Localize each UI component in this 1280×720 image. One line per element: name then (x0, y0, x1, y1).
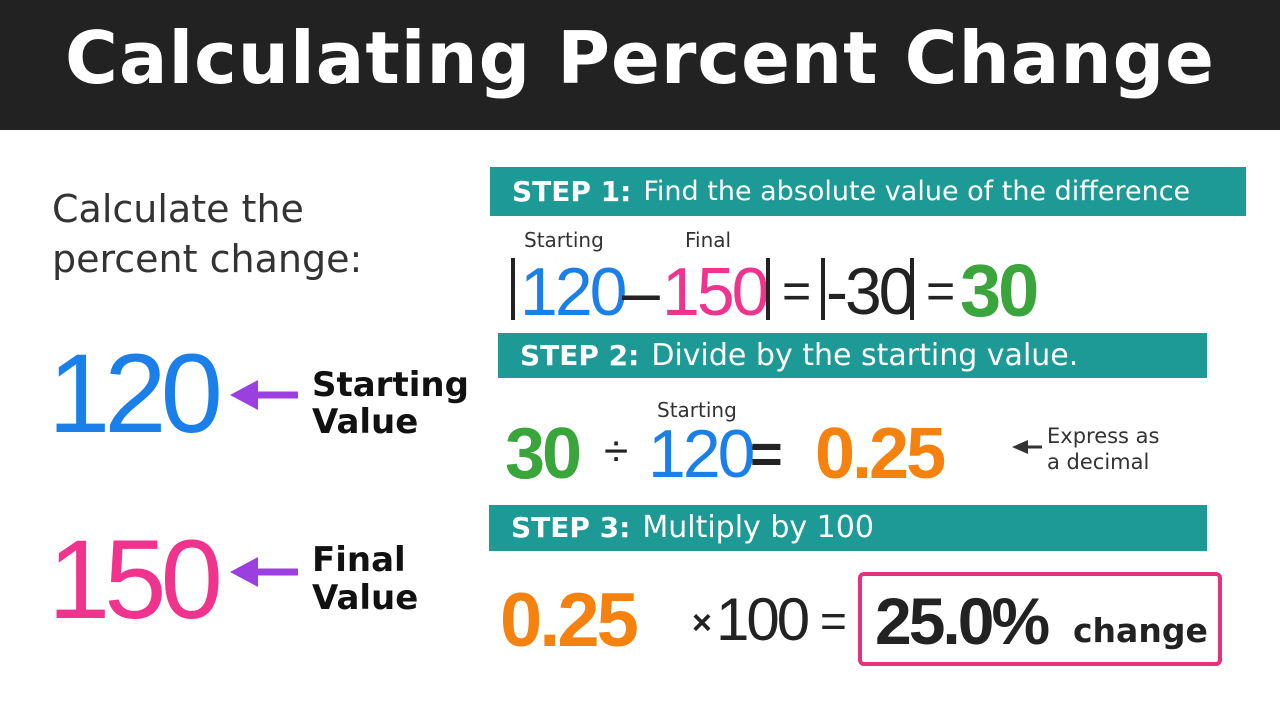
start-number: 120 (48, 331, 223, 456)
operator: – (622, 254, 660, 330)
expr-number: 0.25 (500, 578, 639, 663)
step-label: STEP 3: (511, 511, 631, 544)
result-box (858, 572, 1222, 666)
prompt-line: percent change: (52, 237, 363, 281)
note: Express as (1047, 424, 1160, 448)
start-label: Starting (312, 365, 469, 405)
title-bar (0, 0, 1280, 130)
prompt-line: Calculate the (52, 187, 304, 231)
expr-number: 150 (662, 254, 769, 330)
operator: = (820, 595, 847, 647)
step-text: Divide by the starting value. (651, 337, 1079, 373)
step-bar: STEP 2: Divide by the starting value. (498, 333, 1207, 378)
arrow-head (230, 557, 258, 587)
expr-number: 30 (505, 414, 582, 494)
final-label: Value (312, 578, 419, 618)
expr-number: 100 (716, 586, 810, 653)
step-label: STEP 2: (520, 338, 640, 372)
final-result: 25.0% (875, 584, 1050, 658)
caption: Starting (657, 398, 737, 422)
expr-number: 120 (648, 416, 755, 492)
final-number: 150 (48, 517, 223, 642)
operator: × (692, 604, 712, 642)
step-label: STEP 1: (512, 174, 632, 208)
caption: Final (685, 228, 732, 252)
expr-number: -30 (826, 254, 915, 328)
expr-result: 30 (960, 249, 1039, 332)
purple-arrows (230, 380, 298, 587)
note: a decimal (1047, 450, 1150, 474)
title: Calculating Percent Change (65, 16, 1215, 100)
operator: = (926, 263, 955, 319)
step-text: Find the absolute value of the differenc… (643, 176, 1191, 207)
start-label: Value (312, 402, 419, 442)
result-unit: change (1073, 611, 1208, 650)
step-text: Multiply by 100 (642, 510, 874, 545)
operator: = (750, 422, 783, 485)
caption: Starting (524, 228, 604, 252)
step-bar: STEP 3: Multiply by 100 (489, 505, 1207, 551)
step-bar: STEP 1: Find the absolute value of the di… (490, 167, 1246, 216)
absolute-bars (511, 258, 914, 320)
arrow-head (230, 380, 258, 410)
expr-number: 120 (520, 254, 627, 330)
operator: = (782, 263, 811, 319)
operator: ÷ (604, 427, 628, 476)
expr-result: 0.25 (815, 414, 946, 494)
arrow-head (1012, 440, 1028, 454)
note-arrow (1012, 440, 1042, 454)
final-label: Final (312, 540, 406, 580)
